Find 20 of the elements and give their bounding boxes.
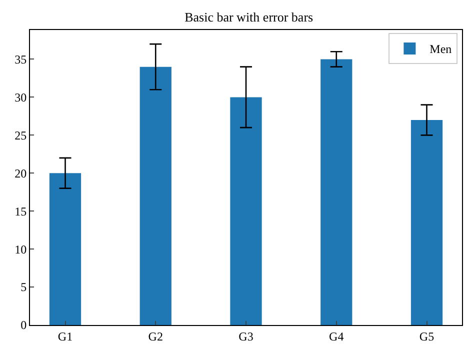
y-tick-label: 30	[14, 90, 27, 104]
x-tick-label: G3	[238, 329, 254, 344]
y-tick-label: 5	[20, 280, 27, 294]
legend-label: Men	[430, 42, 452, 56]
bar	[49, 173, 82, 325]
x-tick-label: G1	[58, 329, 73, 344]
chart-title: Basic bar with error bars	[184, 10, 314, 25]
y-tick-label: 15	[14, 204, 27, 218]
bar	[140, 66, 172, 325]
y-tick-label: 20	[14, 166, 27, 180]
x-tick-label: G5	[419, 329, 434, 344]
x-tick-label: G4	[329, 329, 344, 344]
x-tick-label: G2	[148, 329, 163, 344]
bar	[320, 59, 352, 325]
bar	[410, 120, 443, 325]
y-tick-label: 0	[20, 318, 27, 332]
y-tick-label: 10	[14, 242, 27, 256]
y-tick-label: 35	[14, 52, 27, 66]
bar	[230, 97, 262, 325]
y-tick-label: 25	[14, 128, 27, 142]
